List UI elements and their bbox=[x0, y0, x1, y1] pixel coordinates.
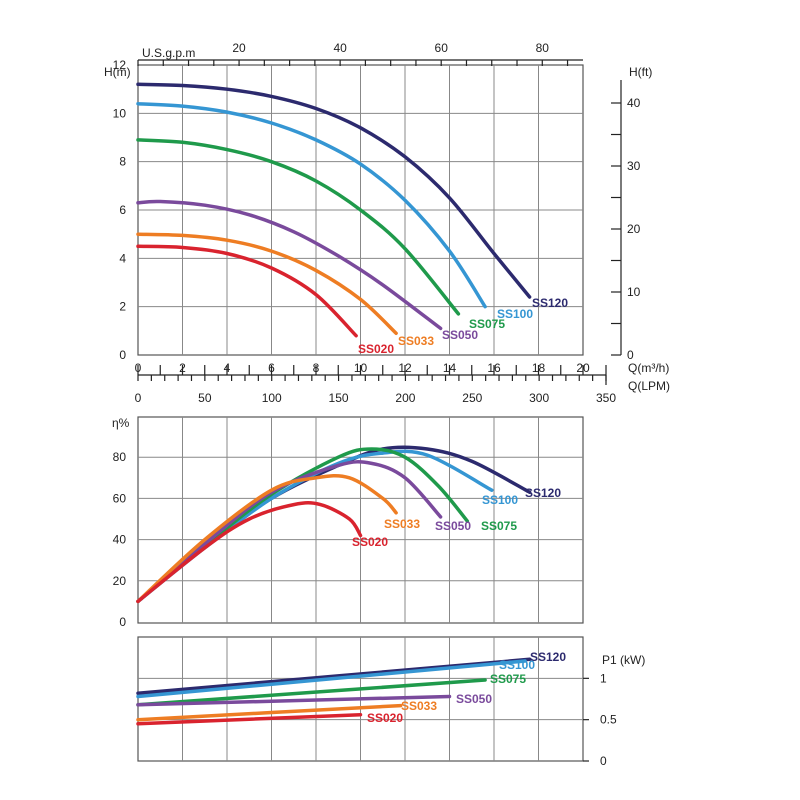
q-lpm-ticks: 0 50 100 150 200 250 300 350 bbox=[135, 375, 616, 405]
head-ft-tick-label: 20 bbox=[627, 222, 641, 236]
head-m-tick-label: 0 bbox=[119, 348, 126, 362]
q-lpm-tick-label: 250 bbox=[462, 391, 482, 405]
head-m-tick-label: 8 bbox=[119, 155, 126, 169]
label-ss020: SS020 bbox=[358, 342, 394, 356]
q-m3h-tick-label: 4 bbox=[224, 361, 231, 375]
efficiency-ticks: 0 20 40 60 80 bbox=[113, 450, 127, 629]
curve-ss020 bbox=[136, 244, 358, 338]
q-lpm-tick-label: 50 bbox=[198, 391, 212, 405]
q-m3h-tick-label: 20 bbox=[576, 361, 590, 375]
efficiency-tick-label: 80 bbox=[113, 450, 127, 464]
q-m3h-tick-label: 14 bbox=[443, 361, 457, 375]
label-ss033: SS033 bbox=[398, 334, 434, 348]
q-lpm-tick-label: 300 bbox=[529, 391, 549, 405]
curve-ss100 bbox=[136, 101, 487, 309]
label-ss075: SS075 bbox=[469, 317, 505, 331]
head-m-tick-label: 2 bbox=[119, 300, 126, 314]
q-m3h-tick-label: 10 bbox=[354, 361, 368, 375]
efficiency-tick-label: 20 bbox=[113, 574, 127, 588]
q-m3h-ticks: 0 2 4 6 8 10 12 14 16 18 20 bbox=[135, 361, 607, 385]
q-m3h-tick-label: 0 bbox=[135, 361, 142, 375]
q-m3h-tick-label: 12 bbox=[398, 361, 412, 375]
efficiency-tick-label: 40 bbox=[113, 533, 127, 547]
curve-ss020 bbox=[136, 712, 363, 726]
label-ss120: SS120 bbox=[530, 650, 566, 664]
usgpm-axis-title: U.S.g.p.m bbox=[142, 46, 195, 60]
q-lpm-axis-title: Q(LPM) bbox=[628, 379, 670, 393]
q-m3h-tick-label: 18 bbox=[532, 361, 546, 375]
head-ft-axis-title: H(ft) bbox=[629, 65, 652, 79]
head-m-tick-label: 12 bbox=[113, 58, 127, 72]
efficiency-curves: SS120 SS100 SS075 SS050 SS033 SS020 bbox=[136, 445, 561, 604]
head-m-ticks: 0 2 4 6 8 10 12 bbox=[113, 58, 127, 362]
efficiency-axis-title: η% bbox=[112, 416, 130, 430]
q-lpm-tick-label: 200 bbox=[395, 391, 415, 405]
q-lpm-tick-label: 100 bbox=[262, 391, 282, 405]
head-ft-tick-label: 30 bbox=[627, 159, 641, 173]
efficiency-tick-label: 60 bbox=[113, 491, 127, 505]
curve-ss120 bbox=[136, 82, 532, 299]
label-ss050: SS050 bbox=[456, 692, 492, 706]
label-ss100: SS100 bbox=[482, 493, 518, 507]
curve-ss033 bbox=[136, 232, 398, 336]
head-ft-tick-label: 0 bbox=[627, 348, 634, 362]
curve-ss100 bbox=[136, 659, 527, 699]
q-m3h-tick-label: 6 bbox=[268, 361, 275, 375]
label-ss050: SS050 bbox=[435, 519, 471, 533]
label-ss020: SS020 bbox=[352, 535, 388, 549]
head-m-tick-label: 4 bbox=[119, 251, 126, 265]
label-ss050: SS050 bbox=[442, 328, 478, 342]
head-ft-ticks: 0 10 20 30 40 bbox=[611, 96, 641, 362]
usgpm-tick-label: 60 bbox=[435, 41, 449, 55]
label-ss075: SS075 bbox=[481, 519, 517, 533]
head-m-tick-label: 10 bbox=[113, 106, 127, 120]
curve-ss050 bbox=[136, 694, 452, 707]
head-m-axis-title: H(m) bbox=[104, 65, 131, 79]
usgpm-tick-label: 20 bbox=[232, 41, 246, 55]
usgpm-ticks: 20 40 60 80 bbox=[137, 41, 569, 66]
curve-ss050 bbox=[136, 460, 443, 604]
q-m3h-tick-label: 8 bbox=[313, 361, 320, 375]
curve-ss075 bbox=[136, 138, 461, 316]
curve-ss033 bbox=[136, 703, 403, 722]
q-lpm-tick-label: 150 bbox=[329, 391, 349, 405]
label-ss033: SS033 bbox=[384, 517, 420, 531]
curve-ss020 bbox=[136, 501, 363, 604]
head-m-tick-label: 6 bbox=[119, 203, 126, 217]
label-ss075: SS075 bbox=[490, 672, 526, 686]
label-ss020: SS020 bbox=[367, 711, 403, 725]
power-axis-title: P1 (kW) bbox=[602, 653, 645, 667]
power-tick-label: 1 bbox=[600, 671, 607, 685]
q-lpm-tick-label: 350 bbox=[596, 391, 616, 405]
label-ss033: SS033 bbox=[401, 699, 437, 713]
power-ticks: 00.51 bbox=[583, 671, 617, 768]
curve-ss050 bbox=[136, 199, 443, 331]
label-ss120: SS120 bbox=[525, 486, 561, 500]
q-lpm-tick-label: 0 bbox=[135, 391, 142, 405]
power-curve-panel: P1 (kW) 00.51 SS120SS100SS075SS050SS033S… bbox=[136, 636, 645, 768]
label-ss100: SS100 bbox=[497, 307, 533, 321]
head-ft-tick-label: 40 bbox=[627, 96, 641, 110]
usgpm-tick-label: 80 bbox=[536, 41, 550, 55]
head-ft-tick-label: 10 bbox=[627, 285, 641, 299]
power-tick-label: 0 bbox=[600, 754, 607, 768]
q-m3h-axis-title: Q(m³/h) bbox=[628, 361, 669, 375]
label-ss120: SS120 bbox=[532, 296, 568, 310]
efficiency-tick-label: 0 bbox=[119, 615, 126, 629]
usgpm-tick-label: 40 bbox=[333, 41, 347, 55]
power-tick-label: 0.5 bbox=[600, 713, 617, 727]
curve-ss033 bbox=[136, 473, 398, 604]
q-m3h-tick-label: 16 bbox=[487, 361, 501, 375]
label-ss100: SS100 bbox=[499, 658, 535, 672]
q-m3h-tick-label: 2 bbox=[179, 361, 186, 375]
